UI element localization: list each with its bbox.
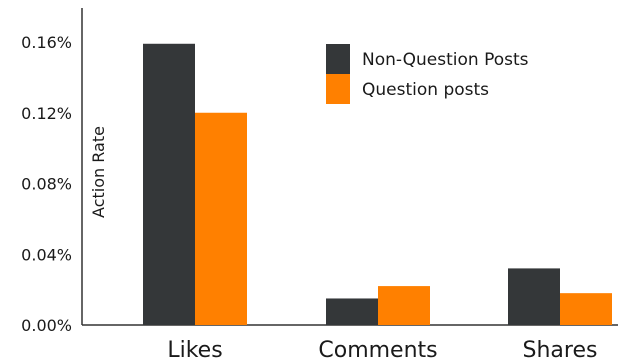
legend-swatch bbox=[326, 44, 350, 74]
legend-label: Non-Question Posts bbox=[362, 50, 529, 70]
bar-question-shares bbox=[560, 293, 612, 325]
x-category-label: Comments bbox=[318, 338, 437, 363]
bar-question-comments bbox=[378, 286, 430, 325]
bar-non-question-shares bbox=[508, 268, 560, 325]
y-tick-label: 0.12% bbox=[21, 104, 72, 123]
legend-swatch bbox=[326, 74, 350, 104]
x-category-label: Likes bbox=[167, 338, 222, 363]
bar-non-question-likes bbox=[143, 43, 195, 326]
bar-non-question-comments bbox=[326, 298, 378, 325]
y-tick-label: 0.08% bbox=[21, 175, 72, 194]
y-tick-label: 0.16% bbox=[21, 33, 72, 52]
y-tick-label: 0.04% bbox=[21, 245, 72, 264]
bar-question-likes bbox=[195, 112, 247, 325]
legend-label: Question posts bbox=[362, 80, 489, 100]
y-tick-label: 0.00% bbox=[21, 316, 72, 335]
x-category-label: Shares bbox=[523, 338, 598, 363]
y-axis-title: Action Rate bbox=[89, 126, 108, 218]
